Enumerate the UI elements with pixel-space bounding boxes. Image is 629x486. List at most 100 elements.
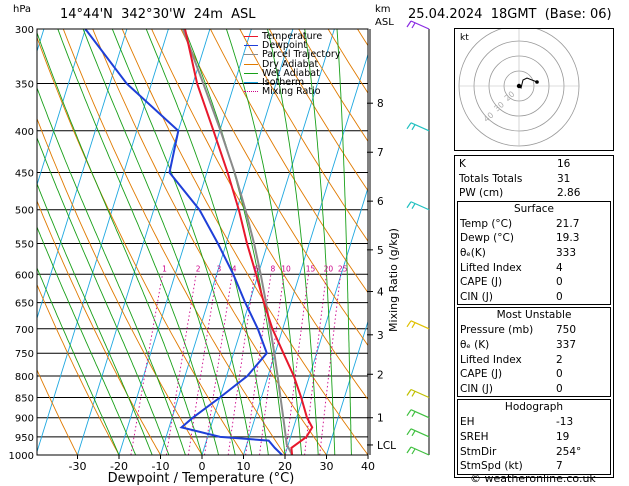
table-row: StmDir 254° — [458, 445, 610, 460]
wet-adiabat-line — [82, 29, 236, 455]
row-label: StmDir — [460, 445, 497, 458]
legend-item: Isotherm — [244, 78, 340, 87]
table-row: EH -13 — [458, 415, 610, 430]
row-value: 2 — [556, 353, 563, 366]
row-value: 254° — [556, 445, 582, 458]
pressure-tick-label: 900 — [15, 414, 34, 425]
hodograph-end-point — [535, 80, 539, 84]
pressure-tick-label: 650 — [15, 299, 34, 310]
pressure-tick-label: 550 — [15, 239, 34, 250]
chart-curves — [84, 29, 314, 455]
isotherm-line — [326, 319, 368, 455]
most-unstable-section: Most Unstable Pressure (mb) 750 θₑ (K) 337 L… — [457, 307, 611, 398]
table-row: Totals Totals 31 — [455, 172, 613, 187]
wet-adiabat-line — [37, 225, 137, 455]
mixing-ratio-line — [319, 274, 342, 455]
row-value: 21.7 — [556, 217, 580, 230]
x-tick-label: -10 — [152, 460, 170, 473]
right-axis-title: Mixing Ratio (g/kg) — [387, 228, 400, 332]
row-label: K — [459, 158, 466, 170]
pressure-tick-label: 350 — [15, 80, 34, 91]
mixing-ratio-label: 20 — [324, 264, 334, 273]
pressure-tick-label: 400 — [15, 127, 34, 138]
hodograph-unit-label: kt — [460, 33, 469, 43]
mixing-ratio-label: 2 — [196, 264, 201, 273]
x-tick-label: 30 — [320, 460, 334, 473]
isotherm-line — [37, 29, 169, 454]
isotherm-line — [37, 29, 86, 187]
dry-adiabat-line — [209, 29, 368, 294]
mixing-ratio-label: 6 — [254, 264, 259, 273]
dry-adiabat-line — [37, 368, 78, 455]
mixing-ratio-label: 15 — [306, 264, 316, 273]
legend-item: Dry Adiabat — [244, 58, 340, 70]
wind-barb — [406, 409, 430, 419]
copyright-label: © weatheronline.co.uk — [470, 472, 596, 485]
isotherm-line — [201, 29, 335, 455]
hodograph-section: Hodograph EH -13 SREH 19 StmDir 254° StmSpd (k… — [457, 399, 611, 475]
row-value: 31 — [557, 172, 571, 185]
row-value: 16 — [557, 158, 571, 170]
row-label: EH — [460, 416, 475, 429]
wet-adiabat-line — [111, 29, 253, 455]
x-tick-label: -20 — [110, 460, 128, 473]
km-tick-label: LCL — [377, 440, 396, 452]
pressure-tick-label: 600 — [15, 270, 34, 281]
mixing-ratio-label: 4 — [232, 264, 237, 273]
hodograph-storm-motion — [516, 83, 522, 89]
row-value: 337 — [556, 338, 577, 351]
table-row: CIN (J) 0 — [458, 382, 610, 397]
x-tick-label: -30 — [69, 460, 87, 473]
wet-adiabat-line — [145, 29, 269, 455]
km-tick-label: 8 — [377, 98, 384, 110]
legend-swatch — [244, 82, 258, 84]
row-label: Lifted Index — [460, 353, 522, 366]
row-label: CIN (J) — [460, 290, 493, 303]
row-value: 7 — [556, 460, 563, 473]
legend-swatch — [244, 91, 258, 93]
mixing-ratio-label: 8 — [271, 264, 276, 273]
pressure-tick-label: 300 — [15, 25, 34, 36]
wind-barb — [406, 201, 430, 211]
legend: Temperature Dewpoint Parcel Trajectory Dry … — [244, 32, 340, 96]
x-tick-label: 40 — [361, 460, 375, 473]
legend-label: Parcel Trajectory — [262, 49, 341, 61]
km-tick-label: 7 — [377, 147, 384, 159]
legend-label: Wet Adiabat — [262, 67, 320, 79]
row-label: Totals Totals — [459, 172, 523, 185]
table-row: Dewp (°C) 19.3 — [458, 231, 610, 246]
legend-item: Parcel Trajectory — [244, 49, 341, 61]
mixing-ratio-line — [259, 274, 285, 455]
row-value: 0 — [556, 368, 563, 381]
parcel-trajectory-line — [181, 29, 293, 455]
legend-swatch — [244, 54, 258, 56]
legend-label: Isotherm — [262, 76, 305, 88]
legend-swatch — [244, 63, 258, 65]
wet-adiabat-line — [225, 29, 303, 455]
pressure-tick-label: 850 — [15, 393, 34, 404]
isotherm-line — [77, 29, 211, 455]
km-label: km — [375, 4, 391, 15]
pressure-tick-label: 1000 — [9, 451, 34, 462]
row-label: SREH — [460, 430, 489, 443]
row-label: StmSpd (kt) — [460, 460, 523, 473]
dry-adiabat-line — [180, 29, 368, 347]
row-value: -13 — [556, 416, 574, 429]
table-row: θₑ (K) 337 — [458, 338, 610, 353]
wind-barb — [406, 428, 430, 438]
table-row: Temp (°C) 21.7 — [458, 217, 610, 232]
table-row: K 16 — [455, 157, 613, 172]
pressure-tick-label: 450 — [15, 168, 34, 179]
isotherm-line — [284, 186, 368, 455]
table-row: CAPE (J) 0 — [458, 367, 610, 382]
legend-item: Dewpoint — [244, 41, 340, 51]
asl-label: ASL — [375, 17, 394, 28]
row-label: Pressure (mb) — [460, 324, 534, 337]
km-tick-label: 4 — [377, 287, 384, 299]
mixing-ratio-line — [165, 274, 197, 455]
dry-adiabat-line — [37, 199, 161, 455]
legend-label: Dry Adiabat — [262, 58, 319, 70]
row-value: 0 — [556, 382, 563, 395]
